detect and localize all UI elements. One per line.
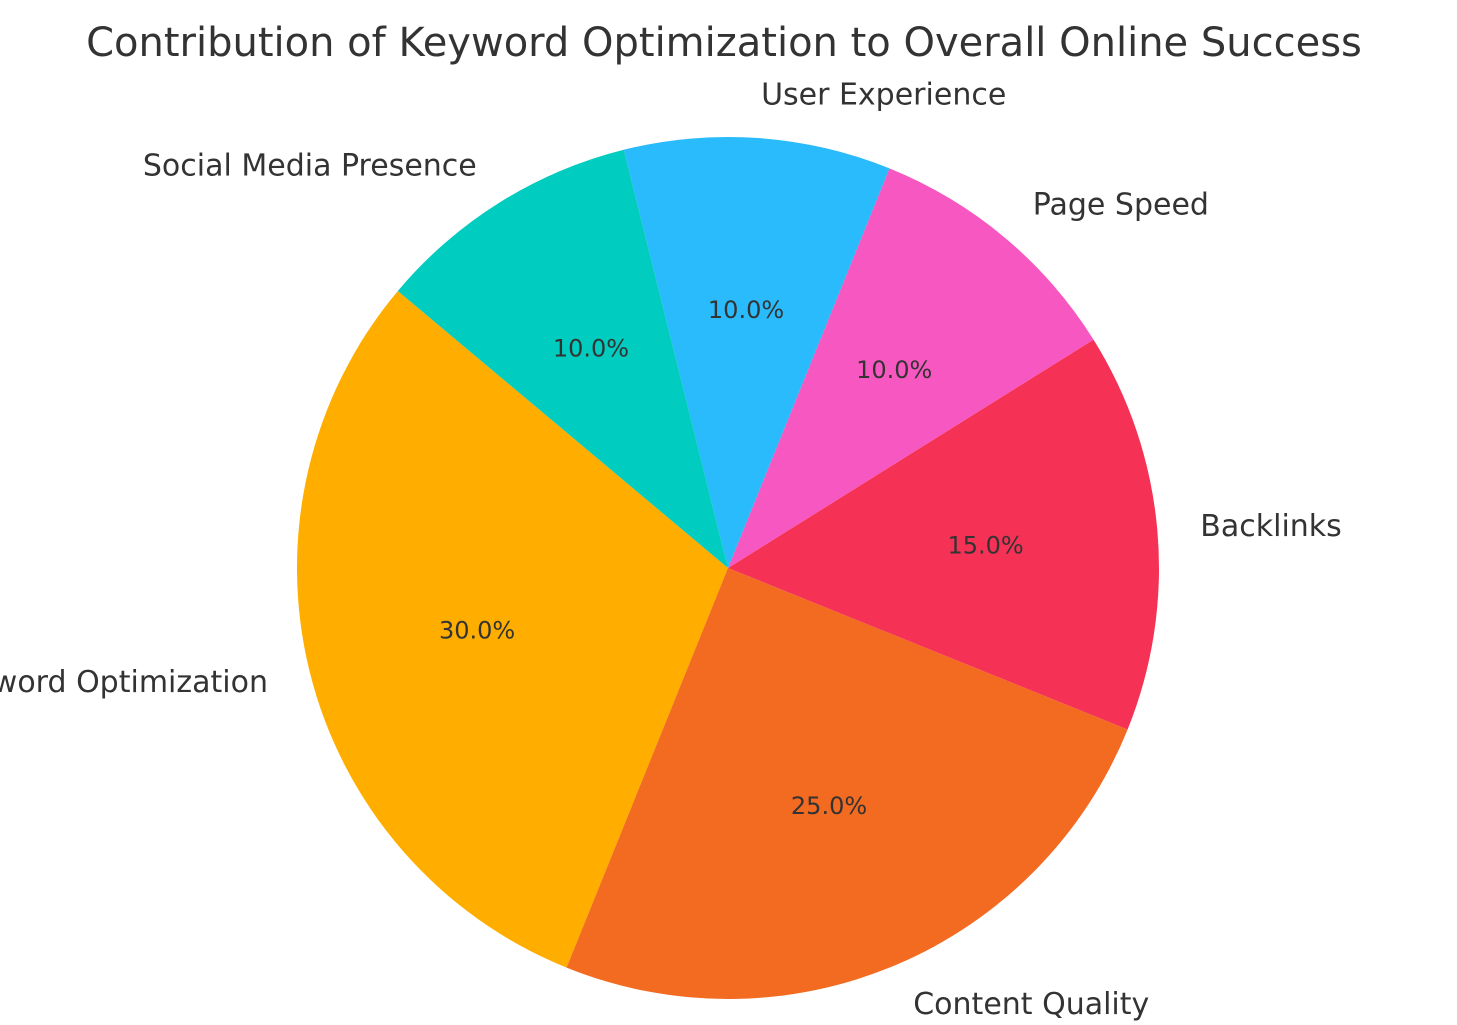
percent-label-backlinks: 15.0% [947,531,1023,559]
slice-label-content-quality: Content Quality [913,987,1149,1022]
slice-label-user-experience: User Experience [761,78,1006,113]
pie-slices [296,136,1159,999]
pie-slice-keyword-optimization [296,290,728,968]
slice-label-page-speed: Page Speed [1033,187,1209,222]
pie-slice-content-quality [566,568,1128,999]
slice-label-backlinks: Backlinks [1200,509,1342,544]
slice-label-group-user-experience: User Experience [757,75,1011,115]
percent-label-content-quality: 25.0% [791,792,867,820]
slice-label-group-backlinks: Backlinks [1196,507,1346,547]
slice-label-group-page-speed: Page Speed [1028,185,1213,225]
slice-label-group-keyword-optimization: Keyword Optimization [0,663,272,703]
slice-label-background [757,75,1011,115]
slice-label-background [909,984,1154,1024]
pie-slice-social-media-presence [397,149,728,568]
slice-label-group-social-media-presence: Social Media Presence [138,146,481,186]
slice-labels: Keyword Optimization Content Quality Backl… [0,75,1346,1024]
slice-label-background [1028,185,1213,225]
percent-label-user-experience: 10.0% [708,296,784,324]
percent-label-keyword-optimization: 30.0% [439,617,515,645]
percent-label-page-speed: 10.0% [856,356,932,384]
slice-label-keyword-optimization: Keyword Optimization [0,665,268,700]
pie-slice-user-experience [623,136,890,568]
slice-label-social-media-presence: Social Media Presence [143,148,477,183]
chart-title: Contribution of Keyword Optimization to … [86,20,1362,66]
slice-label-background [138,146,481,186]
pie-slice-page-speed [728,168,1094,568]
percent-labels: 30.0% 25.0% 15.0% 10.0% 10.0% 10.0% [439,296,1024,820]
pie-slice-backlinks [728,339,1159,730]
slice-label-background [0,663,272,703]
percent-label-social-media-presence: 10.0% [553,335,629,363]
slice-label-group-content-quality: Content Quality [909,984,1154,1024]
slice-label-background [1196,507,1346,547]
